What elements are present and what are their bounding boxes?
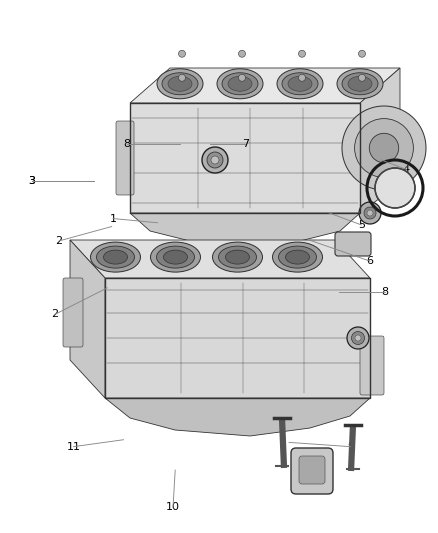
FancyBboxPatch shape bbox=[299, 456, 325, 484]
Ellipse shape bbox=[342, 72, 378, 95]
Polygon shape bbox=[70, 240, 370, 278]
Polygon shape bbox=[130, 103, 360, 213]
Ellipse shape bbox=[212, 242, 262, 272]
Circle shape bbox=[352, 332, 364, 344]
Ellipse shape bbox=[91, 242, 141, 272]
Ellipse shape bbox=[219, 246, 257, 268]
Circle shape bbox=[342, 106, 426, 190]
Ellipse shape bbox=[277, 69, 323, 99]
Polygon shape bbox=[360, 68, 400, 213]
Ellipse shape bbox=[228, 76, 252, 91]
Ellipse shape bbox=[168, 76, 192, 91]
Polygon shape bbox=[130, 68, 400, 103]
Circle shape bbox=[202, 147, 228, 173]
Ellipse shape bbox=[226, 250, 250, 264]
Text: 7: 7 bbox=[242, 139, 249, 149]
Ellipse shape bbox=[156, 246, 194, 268]
Circle shape bbox=[359, 202, 381, 224]
Circle shape bbox=[179, 74, 186, 81]
Text: 9: 9 bbox=[347, 442, 354, 451]
Circle shape bbox=[355, 119, 413, 177]
Ellipse shape bbox=[162, 72, 198, 95]
Polygon shape bbox=[105, 398, 370, 436]
Circle shape bbox=[367, 210, 373, 216]
Circle shape bbox=[355, 335, 361, 341]
Circle shape bbox=[358, 74, 365, 81]
Circle shape bbox=[299, 50, 305, 57]
Ellipse shape bbox=[282, 72, 318, 95]
Text: 8: 8 bbox=[381, 287, 388, 297]
Ellipse shape bbox=[163, 250, 187, 264]
Polygon shape bbox=[105, 278, 370, 398]
Text: 6: 6 bbox=[367, 256, 374, 266]
Circle shape bbox=[239, 74, 246, 81]
Text: 8: 8 bbox=[124, 139, 131, 149]
Ellipse shape bbox=[348, 76, 372, 91]
Text: 2: 2 bbox=[56, 236, 63, 246]
Ellipse shape bbox=[157, 69, 203, 99]
Text: 3: 3 bbox=[28, 176, 35, 186]
Ellipse shape bbox=[288, 76, 312, 91]
Ellipse shape bbox=[286, 250, 310, 264]
Ellipse shape bbox=[222, 72, 258, 95]
Text: 5: 5 bbox=[358, 220, 365, 230]
Ellipse shape bbox=[272, 242, 322, 272]
Circle shape bbox=[239, 50, 246, 57]
Circle shape bbox=[299, 74, 305, 81]
FancyBboxPatch shape bbox=[116, 121, 134, 195]
Circle shape bbox=[364, 207, 376, 219]
FancyBboxPatch shape bbox=[63, 278, 83, 347]
FancyBboxPatch shape bbox=[291, 448, 333, 494]
Text: 2: 2 bbox=[51, 310, 58, 319]
Circle shape bbox=[369, 133, 399, 163]
Ellipse shape bbox=[96, 246, 134, 268]
Ellipse shape bbox=[337, 69, 383, 99]
Polygon shape bbox=[70, 240, 105, 398]
Circle shape bbox=[179, 50, 186, 57]
Circle shape bbox=[207, 152, 223, 168]
Text: 3: 3 bbox=[28, 176, 35, 186]
Circle shape bbox=[347, 327, 369, 349]
Circle shape bbox=[211, 156, 219, 164]
Ellipse shape bbox=[103, 250, 127, 264]
Ellipse shape bbox=[279, 246, 317, 268]
Polygon shape bbox=[130, 213, 360, 248]
Ellipse shape bbox=[151, 242, 201, 272]
Text: 10: 10 bbox=[166, 503, 180, 512]
Circle shape bbox=[358, 50, 365, 57]
FancyBboxPatch shape bbox=[360, 336, 384, 395]
Text: 4: 4 bbox=[403, 165, 410, 174]
Ellipse shape bbox=[217, 69, 263, 99]
Text: 11: 11 bbox=[67, 442, 81, 451]
Text: 1: 1 bbox=[110, 214, 117, 223]
Circle shape bbox=[375, 168, 415, 208]
FancyBboxPatch shape bbox=[335, 232, 371, 256]
